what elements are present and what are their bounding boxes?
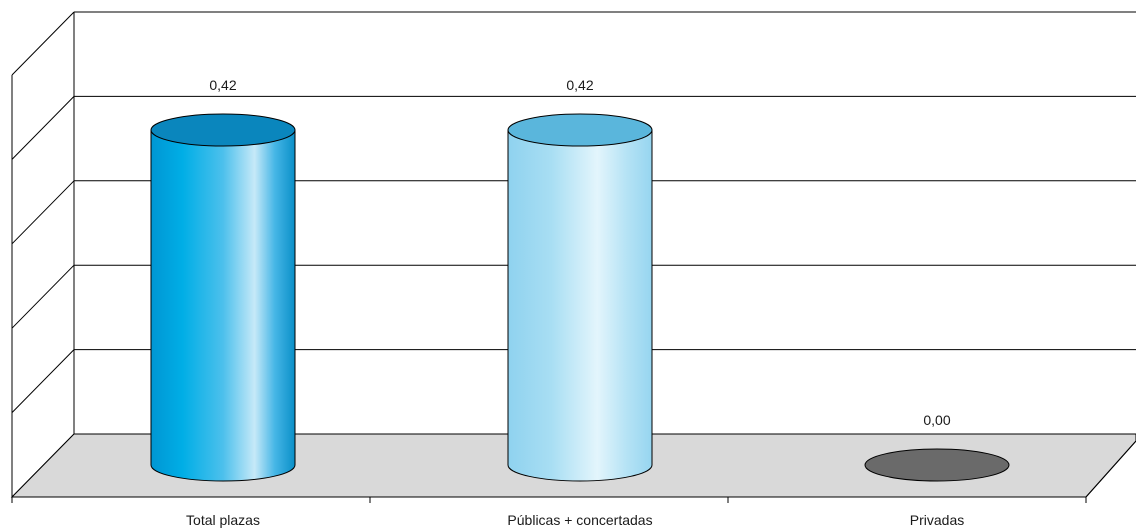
floor-right-edge <box>1085 440 1136 498</box>
x-axis-ticks <box>11 497 1087 503</box>
bar-1 <box>150 113 296 482</box>
bar-body <box>507 129 653 482</box>
category-label: Privadas <box>910 512 964 528</box>
side-wall-gridline <box>11 264 75 329</box>
bar-3 <box>864 448 1010 482</box>
side-wall-gridline <box>11 180 75 245</box>
category-label: Total plazas <box>186 512 260 528</box>
side-wall-gridline <box>11 349 75 413</box>
bar-base <box>864 448 1010 482</box>
value-labels: 0,42 0,42 0,00 <box>209 77 950 428</box>
bar-2 <box>507 113 653 482</box>
side-wall-gridline <box>11 11 75 76</box>
side-wall <box>11 11 75 498</box>
bar-body <box>150 129 296 482</box>
bar-top <box>507 113 653 147</box>
category-label: Públicas + concertadas <box>507 512 652 528</box>
category-labels: Total plazas Públicas + concertadas Privad… <box>186 512 964 528</box>
value-label: 0,00 <box>923 412 950 428</box>
side-wall-gridline <box>11 96 75 160</box>
value-label: 0,42 <box>566 77 593 93</box>
bar-top <box>150 113 296 147</box>
value-label: 0,42 <box>209 77 236 93</box>
bars <box>150 113 1010 482</box>
